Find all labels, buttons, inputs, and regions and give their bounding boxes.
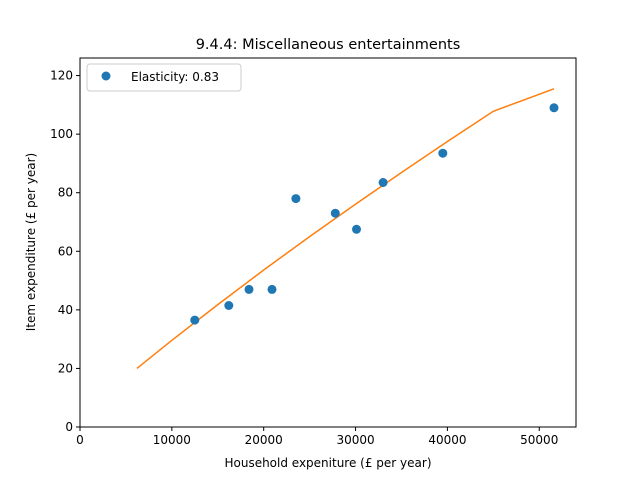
- data-point: [244, 284, 254, 294]
- fit-line: [136, 88, 555, 369]
- legend: Elasticity: 0.83: [86, 63, 242, 92]
- y-tick-label: 20: [58, 361, 73, 375]
- y-axis-label: Item expenditure (£ per year): [24, 153, 38, 331]
- data-point: [267, 284, 277, 294]
- x-tick-label: 0: [76, 433, 84, 447]
- chart-title: 9.4.4: Miscellaneous entertainments: [196, 37, 461, 53]
- data-point: [224, 301, 234, 310]
- y-tick-label: 60: [58, 244, 73, 258]
- data-point: [549, 103, 559, 113]
- data-point: [291, 194, 301, 204]
- y-tick-label: 80: [58, 186, 73, 200]
- plot-area-frame: [79, 57, 577, 428]
- x-tick-label: 50000: [520, 433, 558, 447]
- legend-label: Elasticity: 0.83: [131, 70, 219, 84]
- legend-box: [86, 63, 242, 92]
- x-tick-label: 40000: [428, 433, 466, 447]
- data-point: [352, 224, 361, 234]
- x-tick-label: 10000: [153, 433, 191, 447]
- x-tick-label: 30000: [336, 433, 374, 447]
- legend-marker: [101, 71, 111, 81]
- x-tick-label: 20000: [245, 433, 283, 447]
- y-tick-label: 0: [65, 420, 73, 434]
- data-point: [438, 148, 448, 158]
- y-tick-label: 40: [58, 303, 73, 317]
- y-tick-label: 120: [50, 69, 73, 83]
- data-point: [330, 208, 340, 218]
- data-point: [378, 178, 388, 187]
- data-point: [190, 315, 200, 325]
- x-axis-label: Household expeniture (£ per year): [224, 456, 431, 470]
- y-tick-label: 100: [50, 127, 73, 141]
